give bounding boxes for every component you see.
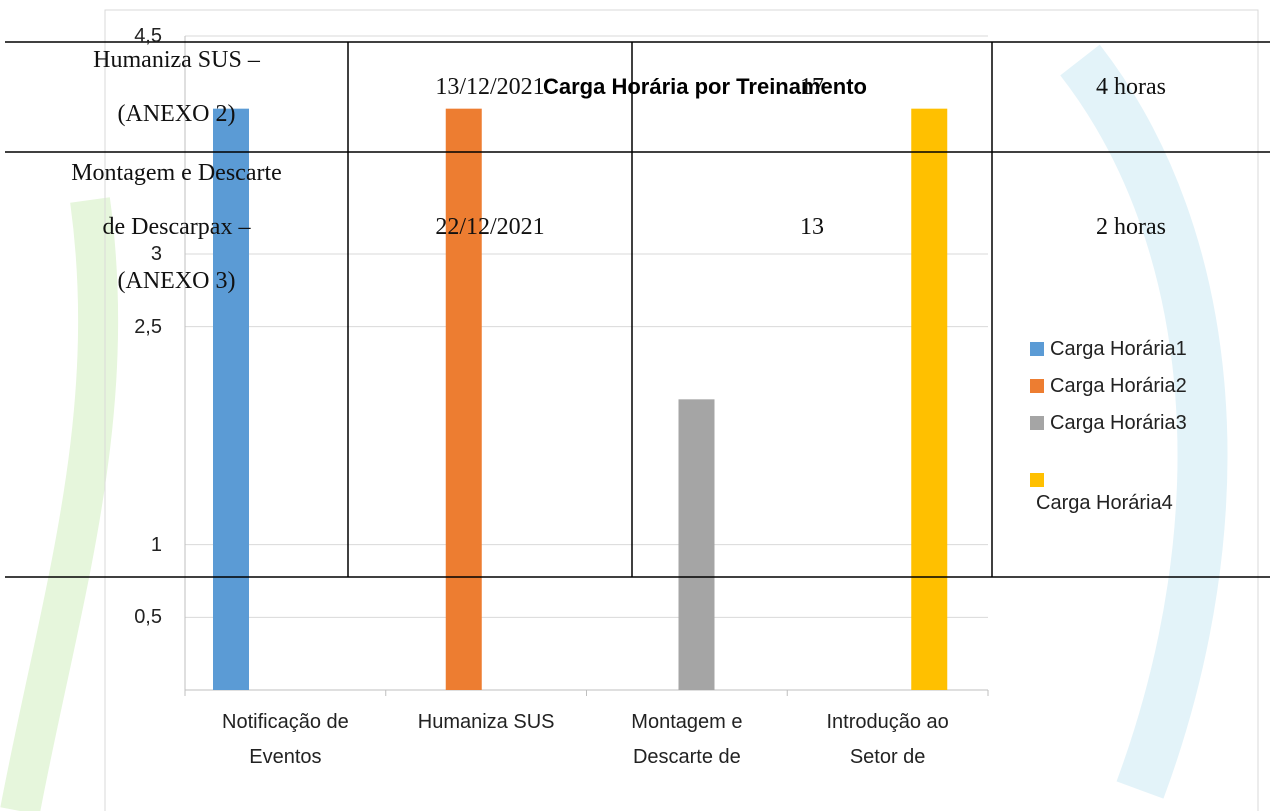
legend-swatch <box>1030 473 1044 487</box>
legend-swatch <box>1030 416 1044 430</box>
chart-border <box>104 9 1259 811</box>
x-tick-label: Introdução ao Setor de <box>826 711 949 768</box>
table-cell: 13 <box>800 214 824 240</box>
legend-swatch <box>1030 379 1044 393</box>
bar <box>678 399 715 690</box>
watermark <box>0 197 119 811</box>
legend-label: Carga Horária4 <box>1036 492 1173 514</box>
y-tick-label: 1 <box>150 533 162 556</box>
legend-label: Carga Horária2 <box>1050 375 1187 397</box>
y-tick-label: 0,5 <box>134 606 162 629</box>
table-cell: 13/12/2021 <box>435 74 545 100</box>
bar <box>911 108 948 690</box>
y-tick-label: 2,5 <box>134 315 162 338</box>
legend-label: Carga Horária1 <box>1050 338 1187 360</box>
table-cell: 22/12/2021 <box>435 214 545 240</box>
legend-label: Carga Horária3 <box>1050 412 1187 434</box>
table-cell: 4 horas <box>1096 74 1166 100</box>
table-cell: Montagem e Descarte de Descarpax – (ANEX… <box>71 160 282 294</box>
bar <box>445 108 482 690</box>
x-tick-label: Humaniza SUS <box>417 711 555 733</box>
table-cell: 17 <box>800 74 824 100</box>
legend-swatch <box>1030 342 1044 356</box>
table-cell: 2 horas <box>1096 214 1166 240</box>
watermark <box>1060 44 1228 799</box>
bar <box>213 108 249 690</box>
y-tick-label: 3 <box>150 243 162 265</box>
chart-title: Carga Horária por Treinamento <box>543 74 867 99</box>
x-tick-label: Montagem e Descarte de <box>631 711 743 768</box>
y-tick-label: 4,5 <box>134 25 162 47</box>
table-cell: Humaniza SUS – (ANEXO 2) <box>93 47 260 127</box>
x-tick-label: Notificação de Eventos <box>222 711 349 768</box>
